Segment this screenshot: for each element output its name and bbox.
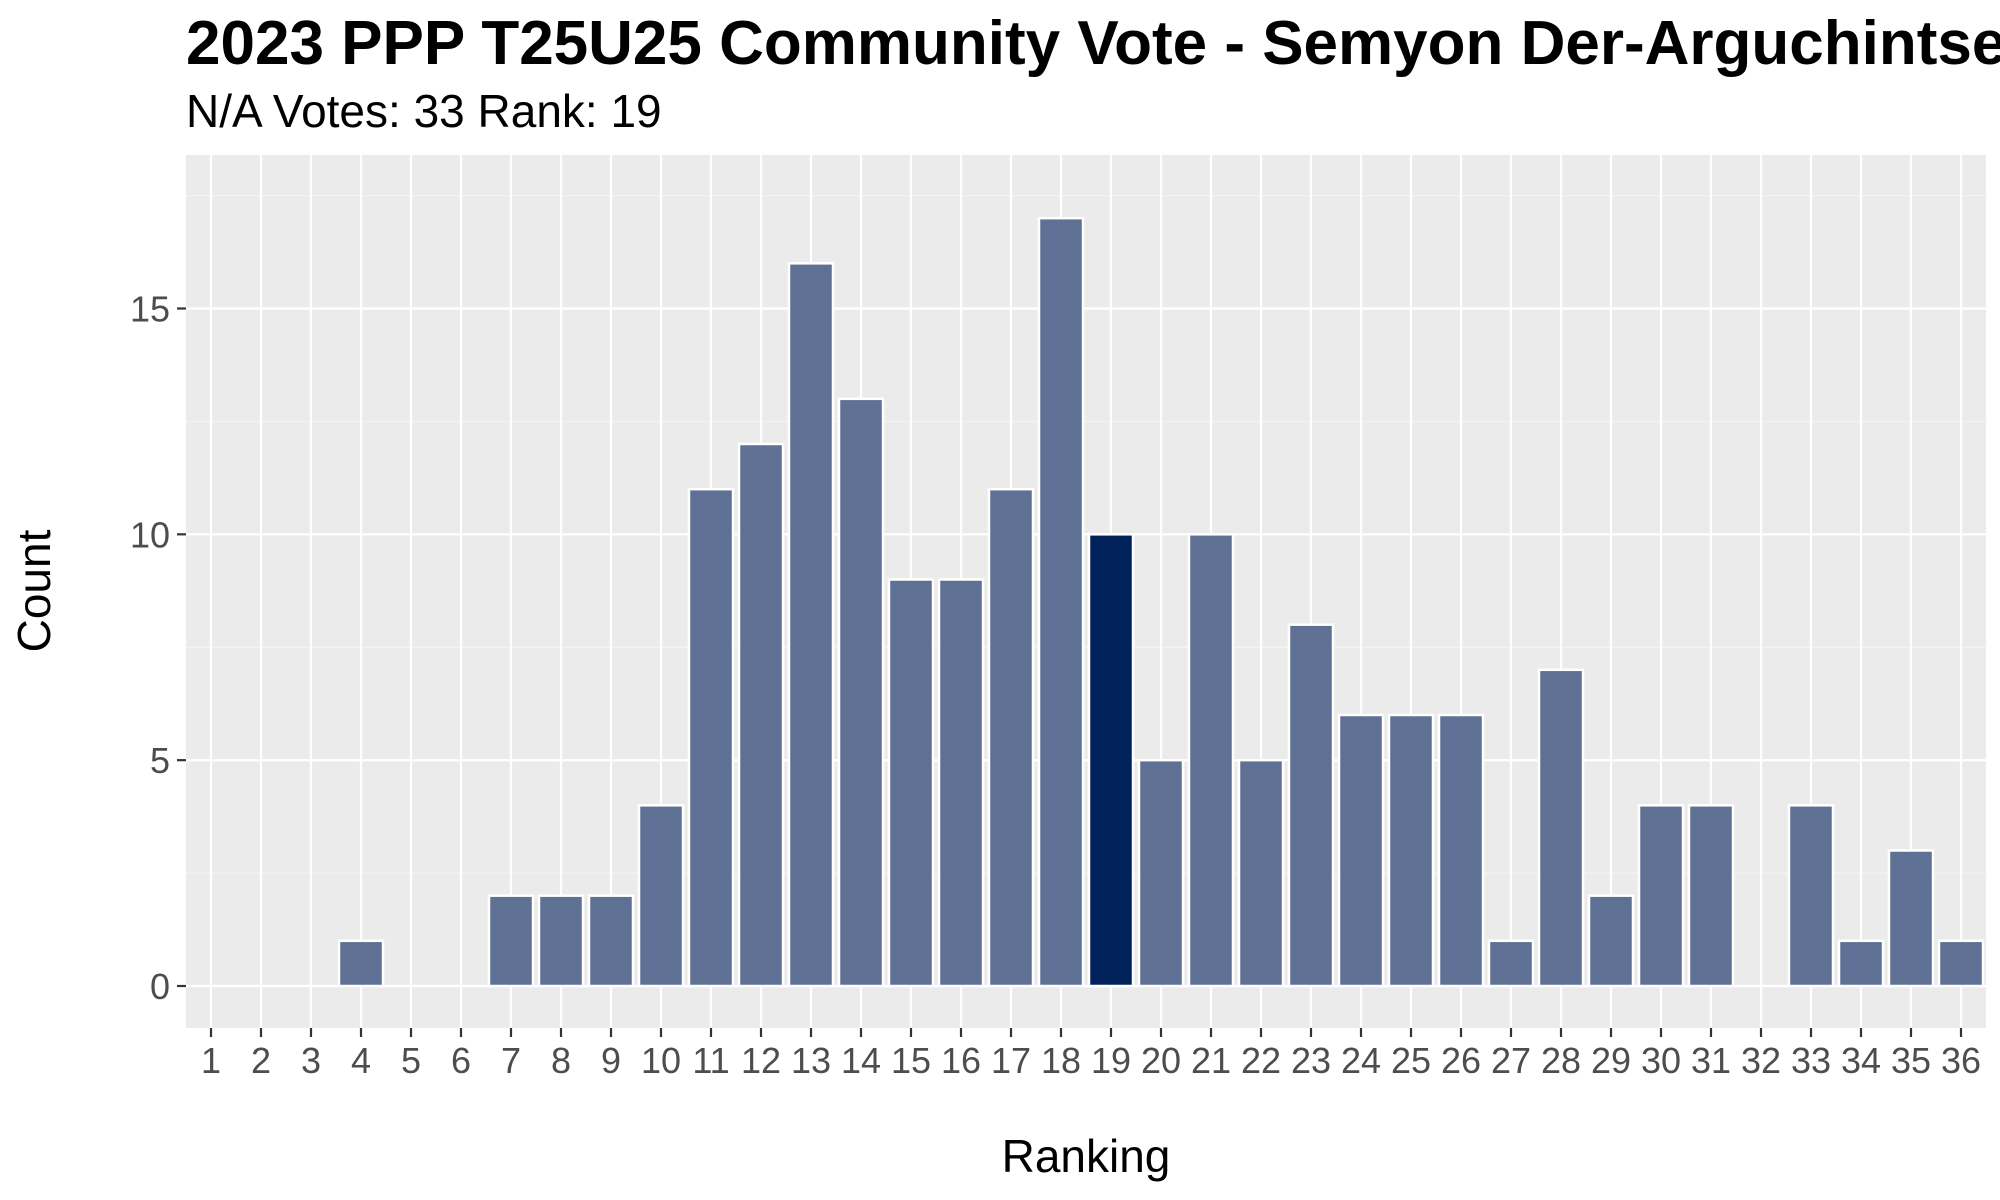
x-tick-label: 27 xyxy=(1491,1040,1531,1081)
x-tick-label: 9 xyxy=(601,1040,621,1081)
bar xyxy=(1487,939,1535,988)
x-tick-label: 18 xyxy=(1041,1040,1081,1081)
bar xyxy=(937,578,985,988)
x-tick-label: 21 xyxy=(1191,1040,1231,1081)
x-tick-label: 14 xyxy=(841,1040,881,1081)
bar xyxy=(687,487,735,988)
x-tick-label: 10 xyxy=(641,1040,681,1081)
x-tick-label: 5 xyxy=(401,1040,421,1081)
x-axis: 1 2 3 4 5 6 7 8 9 10 11 12 13 14 15 16 17 18 19 20 21 22 23 24 2… xyxy=(201,1028,1981,1081)
y-tick-label: 5 xyxy=(150,740,170,781)
bar xyxy=(1437,713,1485,988)
bar xyxy=(1687,804,1735,988)
bar xyxy=(1937,939,1985,988)
y-axis-title: Count xyxy=(8,529,60,652)
bar xyxy=(1037,216,1085,988)
x-tick-label: 25 xyxy=(1391,1040,1431,1081)
chart-title: 2023 PPP T25U25 Community Vote - Semyon … xyxy=(186,9,2000,78)
x-tick-label: 20 xyxy=(1141,1040,1181,1081)
bar xyxy=(1237,758,1285,988)
bar xyxy=(1637,804,1685,988)
bar xyxy=(537,894,585,988)
y-tick-label: 0 xyxy=(150,966,170,1007)
x-tick-label: 30 xyxy=(1641,1040,1681,1081)
x-tick-label: 13 xyxy=(791,1040,831,1081)
bar xyxy=(987,487,1035,988)
x-tick-label: 24 xyxy=(1341,1040,1381,1081)
bar xyxy=(1187,533,1235,988)
x-tick-label: 2 xyxy=(251,1040,271,1081)
y-tick-label: 15 xyxy=(130,289,170,330)
bar xyxy=(1537,668,1585,988)
x-tick-label: 34 xyxy=(1841,1040,1881,1081)
x-tick-label: 28 xyxy=(1541,1040,1581,1081)
bar xyxy=(1137,758,1185,988)
bar xyxy=(887,578,935,988)
x-tick-label: 33 xyxy=(1791,1040,1831,1081)
x-tick-label: 17 xyxy=(991,1040,1031,1081)
x-tick-label: 8 xyxy=(551,1040,571,1081)
bar xyxy=(1887,849,1935,988)
bars xyxy=(337,216,1985,988)
bar xyxy=(1387,713,1435,988)
x-tick-label: 6 xyxy=(451,1040,471,1081)
x-tick-label: 23 xyxy=(1291,1040,1331,1081)
x-tick-label: 29 xyxy=(1591,1040,1631,1081)
x-tick-label: 7 xyxy=(501,1040,521,1081)
y-tick-label: 10 xyxy=(130,514,170,555)
x-tick-label: 11 xyxy=(692,1040,729,1081)
bar xyxy=(787,262,835,988)
x-tick-label: 35 xyxy=(1891,1040,1931,1081)
plot-panel xyxy=(186,155,1986,1028)
x-tick-label: 3 xyxy=(301,1040,321,1081)
bar xyxy=(1587,894,1635,988)
x-axis-title: Ranking xyxy=(1002,1130,1171,1182)
bar xyxy=(587,894,635,988)
x-tick-label: 26 xyxy=(1441,1040,1481,1081)
chart-subtitle: N/A Votes: 33 Rank: 19 xyxy=(186,85,662,137)
x-tick-label: 19 xyxy=(1091,1040,1131,1081)
bar xyxy=(337,939,385,988)
bar xyxy=(637,804,685,988)
x-tick-label: 16 xyxy=(941,1040,981,1081)
bar xyxy=(837,397,885,988)
x-tick-label: 31 xyxy=(1691,1040,1731,1081)
bar xyxy=(1287,623,1335,988)
x-tick-label: 4 xyxy=(351,1040,371,1081)
y-axis: 0 5 10 15 xyxy=(130,289,186,1007)
x-tick-label: 36 xyxy=(1941,1040,1981,1081)
x-tick-label: 12 xyxy=(741,1040,781,1081)
bar xyxy=(1787,804,1835,988)
x-tick-label: 32 xyxy=(1741,1040,1781,1081)
bar xyxy=(1337,713,1385,988)
x-tick-label: 15 xyxy=(891,1040,931,1081)
bar-highlighted xyxy=(1087,533,1135,988)
bar xyxy=(737,442,785,988)
x-tick-label: 1 xyxy=(201,1040,221,1081)
x-tick-label: 22 xyxy=(1241,1040,1281,1081)
bar xyxy=(1837,939,1885,988)
bar xyxy=(487,894,535,988)
